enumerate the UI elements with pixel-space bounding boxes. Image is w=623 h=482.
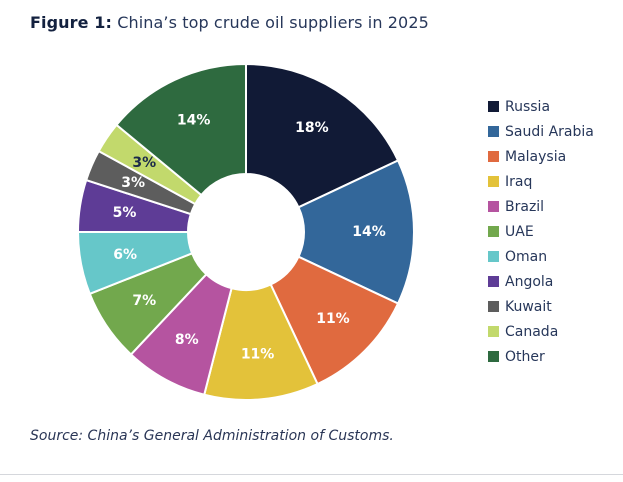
figure-title-text: China’s top crude oil suppliers in 2025 [117,13,429,32]
slice-label-kuwait: 3% [121,175,145,191]
legend-swatch-oman [488,251,499,262]
slice-label-other: 14% [177,113,211,129]
legend-swatch-kuwait [488,301,499,312]
slice-russia [245,62,400,209]
slice-label-angola: 5% [113,205,137,221]
slice-label-saudi-arabia: 14% [352,224,386,240]
chart-slices [76,62,415,401]
legend-swatch-malaysia [488,151,499,162]
bottom-divider [0,474,623,475]
legend-label-brazil: Brazil [505,199,544,215]
legend-label-other: Other [505,349,545,365]
slice-label-iraq: 11% [241,346,275,362]
legend-label-canada: Canada [505,324,558,340]
legend-swatch-angola [488,276,499,287]
legend-swatch-russia [488,101,499,112]
legend-swatch-uae [488,226,499,237]
legend-label-russia: Russia [505,99,550,115]
legend-swatch-brazil [488,201,499,212]
source-note: Source: China’s General Administration o… [30,428,394,444]
chart-legend: Russia Saudi Arabia Malaysia Iraq Brazil UAE O… [488,99,594,365]
slice-label-canada: 3% [132,155,156,171]
legend-label-iraq: Iraq [505,174,532,190]
slice-saudi-arabia [297,159,415,305]
slice-label-oman: 6% [113,247,137,263]
figure-label: Figure 1: [30,13,113,32]
slice-label-uae: 7% [132,293,156,309]
legend-label-oman: Oman [505,249,547,265]
legend-swatch-iraq [488,176,499,187]
slice-label-malaysia: 11% [316,311,350,327]
chart-slice-labels: 18% 14% 11% 11% 8% 7% 6% 5% 3% 3% 14% [113,113,386,363]
legend-swatch-other [488,351,499,362]
legend-label-malaysia: Malaysia [505,149,566,165]
slice-other [115,62,247,197]
legend-label-uae: UAE [505,224,534,240]
legend-swatch-saudi-arabia [488,126,499,137]
slice-label-russia: 18% [295,120,329,136]
figure-title: Figure 1: China’s top crude oil supplier… [30,13,429,32]
slice-label-brazil: 8% [175,332,199,348]
legend-swatch-canada [488,326,499,337]
legend-label-kuwait: Kuwait [505,299,552,315]
legend-label-angola: Angola [505,274,553,290]
legend-label-saudi-arabia: Saudi Arabia [505,124,594,140]
